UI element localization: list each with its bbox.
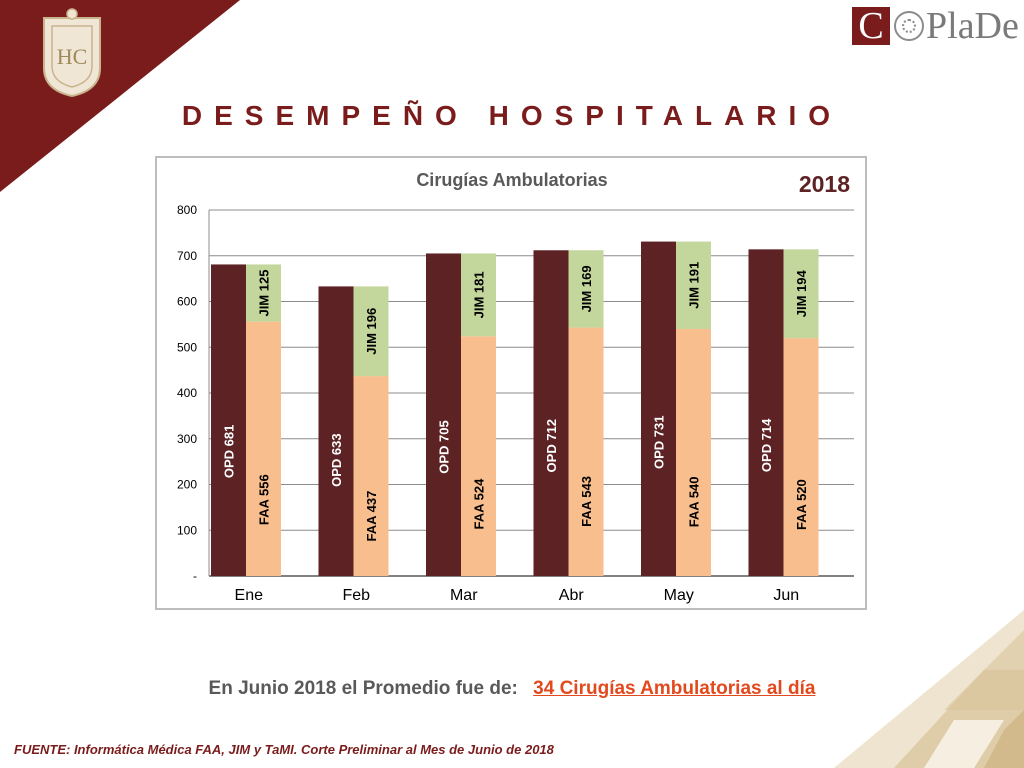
opd-bar bbox=[211, 264, 246, 576]
jim-data-label: JIM 181 bbox=[472, 271, 487, 318]
logo-seal-icon bbox=[894, 11, 924, 41]
opd-data-label: OPD 681 bbox=[222, 425, 237, 478]
opd-data-label: OPD 633 bbox=[329, 433, 344, 486]
x-category-label: May bbox=[664, 587, 694, 604]
x-category-label: Feb bbox=[342, 587, 370, 604]
logo-initial: C bbox=[852, 7, 890, 45]
y-tick-label: 100 bbox=[177, 523, 197, 537]
summary-line: En Junio 2018 el Promedio fue de: 34 Cir… bbox=[0, 678, 1024, 700]
faa-bar bbox=[568, 327, 604, 576]
faa-data-label: FAA 556 bbox=[257, 474, 272, 525]
jim-bar bbox=[676, 241, 711, 329]
faa-data-label: FAA 437 bbox=[364, 491, 379, 542]
y-tick-label: 400 bbox=[177, 386, 197, 400]
summary-highlight: 34 Cirugías Ambulatorias al día bbox=[533, 678, 816, 699]
y-tick-label: 200 bbox=[177, 478, 197, 492]
crest-initials: HC bbox=[57, 44, 88, 69]
faa-bar bbox=[461, 336, 496, 576]
chart-year-label: 2018 bbox=[799, 171, 850, 197]
faa-bar bbox=[676, 328, 711, 576]
y-tick-label: 300 bbox=[177, 432, 197, 446]
opd-data-label: OPD 705 bbox=[437, 420, 452, 473]
corner-pattern-decoration bbox=[834, 610, 1024, 768]
chart-container: Cirugías Ambulatorias 2018 - 100 200 300 400 50… bbox=[155, 156, 867, 610]
logo-text: PlaDe bbox=[926, 5, 1019, 47]
faa-data-label: FAA 524 bbox=[472, 478, 487, 530]
faa-data-label: FAA 543 bbox=[579, 476, 594, 527]
chart-title: Cirugías Ambulatorias bbox=[416, 170, 607, 190]
jim-data-label: JIM 125 bbox=[257, 270, 272, 317]
opd-data-label: OPD 712 bbox=[544, 419, 559, 472]
jim-bar bbox=[568, 250, 604, 328]
y-tick-label: 600 bbox=[177, 295, 197, 309]
faa-bar bbox=[783, 338, 819, 576]
jim-data-label: JIM 191 bbox=[687, 262, 702, 309]
faa-bar bbox=[246, 321, 281, 576]
opd-bar bbox=[318, 286, 354, 576]
coplade-logo: C PlaDe bbox=[852, 6, 1019, 46]
source-note: FUENTE: Informática Médica FAA, JIM y Ta… bbox=[14, 742, 554, 757]
opd-bar bbox=[426, 253, 461, 576]
opd-bar bbox=[748, 249, 784, 576]
page-title: DESEMPEÑO HOSPITALARIO bbox=[181, 100, 843, 131]
x-category-label: Ene bbox=[235, 587, 264, 604]
jim-bar bbox=[783, 249, 819, 339]
x-category-label: Mar bbox=[450, 587, 478, 604]
y-tick-label: - bbox=[193, 569, 197, 583]
faa-data-label: FAA 520 bbox=[794, 479, 809, 530]
y-tick-label: 800 bbox=[177, 203, 197, 217]
y-tick-label: 700 bbox=[177, 249, 197, 263]
jim-data-label: JIM 194 bbox=[794, 269, 809, 317]
opd-bar bbox=[533, 250, 569, 576]
faa-data-label: FAA 540 bbox=[687, 476, 702, 527]
jim-bar bbox=[461, 253, 496, 337]
jim-bar bbox=[353, 286, 389, 377]
y-tick-label: 500 bbox=[177, 340, 197, 354]
x-category-label: Abr bbox=[559, 587, 585, 604]
jim-data-label: JIM 169 bbox=[579, 265, 594, 312]
opd-bar bbox=[641, 241, 676, 576]
faa-bar bbox=[353, 376, 389, 576]
summary-text: En Junio 2018 el Promedio fue de: bbox=[208, 678, 518, 699]
hospital-crest-logo: HC bbox=[43, 8, 101, 98]
x-category-label: Jun bbox=[773, 587, 799, 604]
jim-data-label: JIM 196 bbox=[364, 308, 379, 355]
opd-data-label: OPD 731 bbox=[652, 415, 667, 468]
opd-data-label: OPD 714 bbox=[759, 418, 774, 472]
jim-bar bbox=[246, 264, 281, 322]
chart-svg: Cirugías Ambulatorias 2018 - 100 200 300 400 50… bbox=[177, 170, 854, 604]
